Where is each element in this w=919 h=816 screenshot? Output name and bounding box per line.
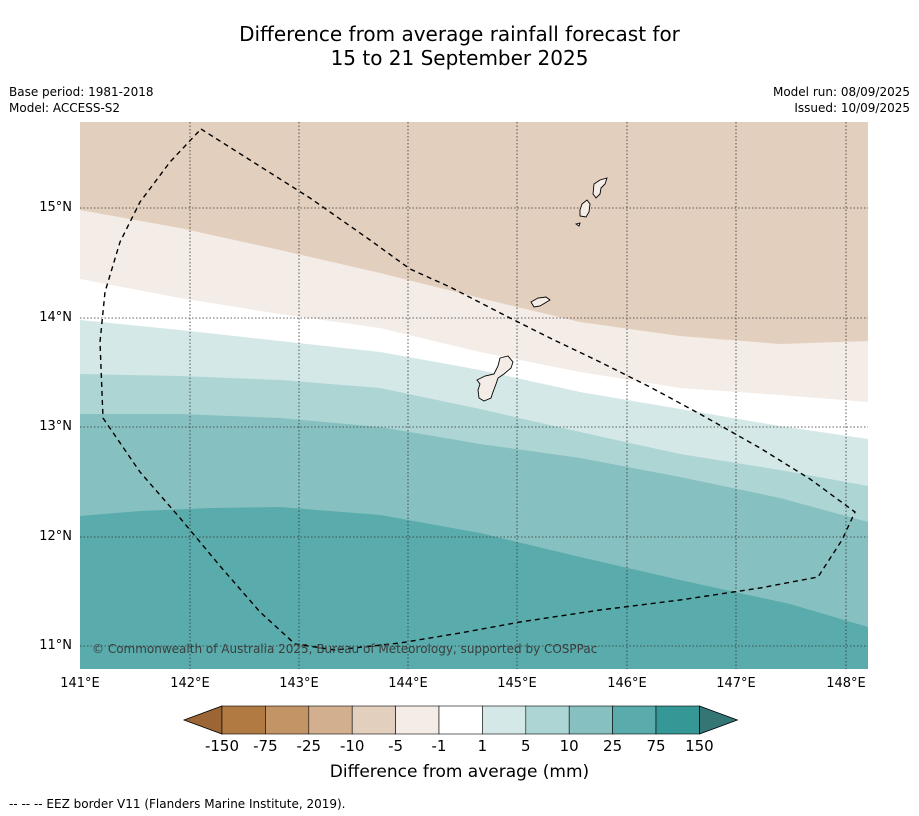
lon-label-148: 148°E — [826, 676, 866, 691]
model-name: Model: ACCESS-S2 — [9, 101, 121, 115]
colorbar-cell — [395, 705, 440, 735]
colorbar-tick-label: -150 — [204, 737, 240, 755]
rainfall-map — [80, 122, 868, 669]
colorbar-cell — [482, 705, 527, 735]
lon-label-146: 146°E — [607, 676, 647, 691]
lat-label-13: 13°N — [39, 419, 72, 434]
base-period: Base period: 1981-2018 — [9, 85, 154, 99]
eez-border — [99, 128, 856, 651]
colorbar-cell — [525, 705, 570, 735]
colorbar-cell — [612, 705, 657, 735]
title-line-2: 15 to 21 September 2025 — [330, 46, 589, 70]
colorbar-cell — [438, 705, 483, 735]
map-title: Difference from average rainfall forecas… — [0, 22, 919, 70]
lon-label-145: 145°E — [497, 676, 537, 691]
graticule — [80, 122, 868, 669]
meta-left: Base period: 1981-2018 Model: ACCESS-S2 — [9, 84, 154, 116]
colorbar — [182, 705, 739, 735]
meta-right: Model run: 08/09/2025 Issued: 10/09/2025 — [773, 84, 910, 116]
lat-label-15: 15°N — [39, 200, 72, 215]
colorbar-cell — [568, 705, 613, 735]
lat-label-12: 12°N — [39, 529, 72, 544]
colorbar-title: Difference from average (mm) — [329, 762, 590, 782]
colorbar-cell — [655, 705, 700, 735]
lon-label-142: 142°E — [170, 676, 210, 691]
island-saipan — [592, 177, 608, 199]
island-aguijan — [574, 222, 581, 227]
colorbar-arrow-high — [699, 705, 739, 735]
colorbar-cell — [308, 705, 353, 735]
colorbar-cell — [351, 705, 396, 735]
island-rota — [530, 296, 551, 308]
colorbar-tick-label: -5 — [388, 737, 404, 755]
colorbar-cell — [265, 705, 310, 735]
lon-label-143: 143°E — [279, 676, 319, 691]
colorbar-tick-label: 75 — [646, 737, 666, 755]
lon-label-141: 141°E — [60, 676, 100, 691]
eez-footnote: -- -- -- EEZ border V11 (Flanders Marine… — [9, 797, 346, 811]
lon-label-147: 147°E — [716, 676, 756, 691]
island-tinian — [579, 199, 591, 218]
colorbar-tick-label: -10 — [339, 737, 365, 755]
model-run: Model run: 08/09/2025 — [772, 85, 910, 99]
colorbar-tick-label: 10 — [559, 737, 579, 755]
colorbar-tick-label: -25 — [296, 737, 322, 755]
colorbar-tick-label: -75 — [253, 737, 278, 755]
lon-label-144: 144°E — [388, 676, 428, 691]
colorbar-tick-label: 25 — [603, 737, 623, 755]
colorbar-tick-label: -1 — [431, 737, 447, 755]
colorbar-cell — [221, 705, 266, 735]
colorbar-arrow-low — [182, 705, 223, 735]
title-line-1: Difference from average rainfall forecas… — [239, 22, 680, 46]
colorbar-tick-label: 150 — [685, 737, 714, 755]
issued-date: Issued: 10/09/2025 — [794, 101, 910, 115]
colorbar-tick-label: 5 — [521, 737, 531, 755]
lat-label-14: 14°N — [39, 310, 72, 325]
island-guam — [476, 355, 514, 402]
lat-label-11: 11°N — [39, 638, 72, 653]
islands — [476, 177, 608, 402]
copyright-notice: © Commonwealth of Australia 2025, Bureau… — [92, 642, 598, 656]
colorbar-tick-label: 1 — [477, 737, 488, 755]
